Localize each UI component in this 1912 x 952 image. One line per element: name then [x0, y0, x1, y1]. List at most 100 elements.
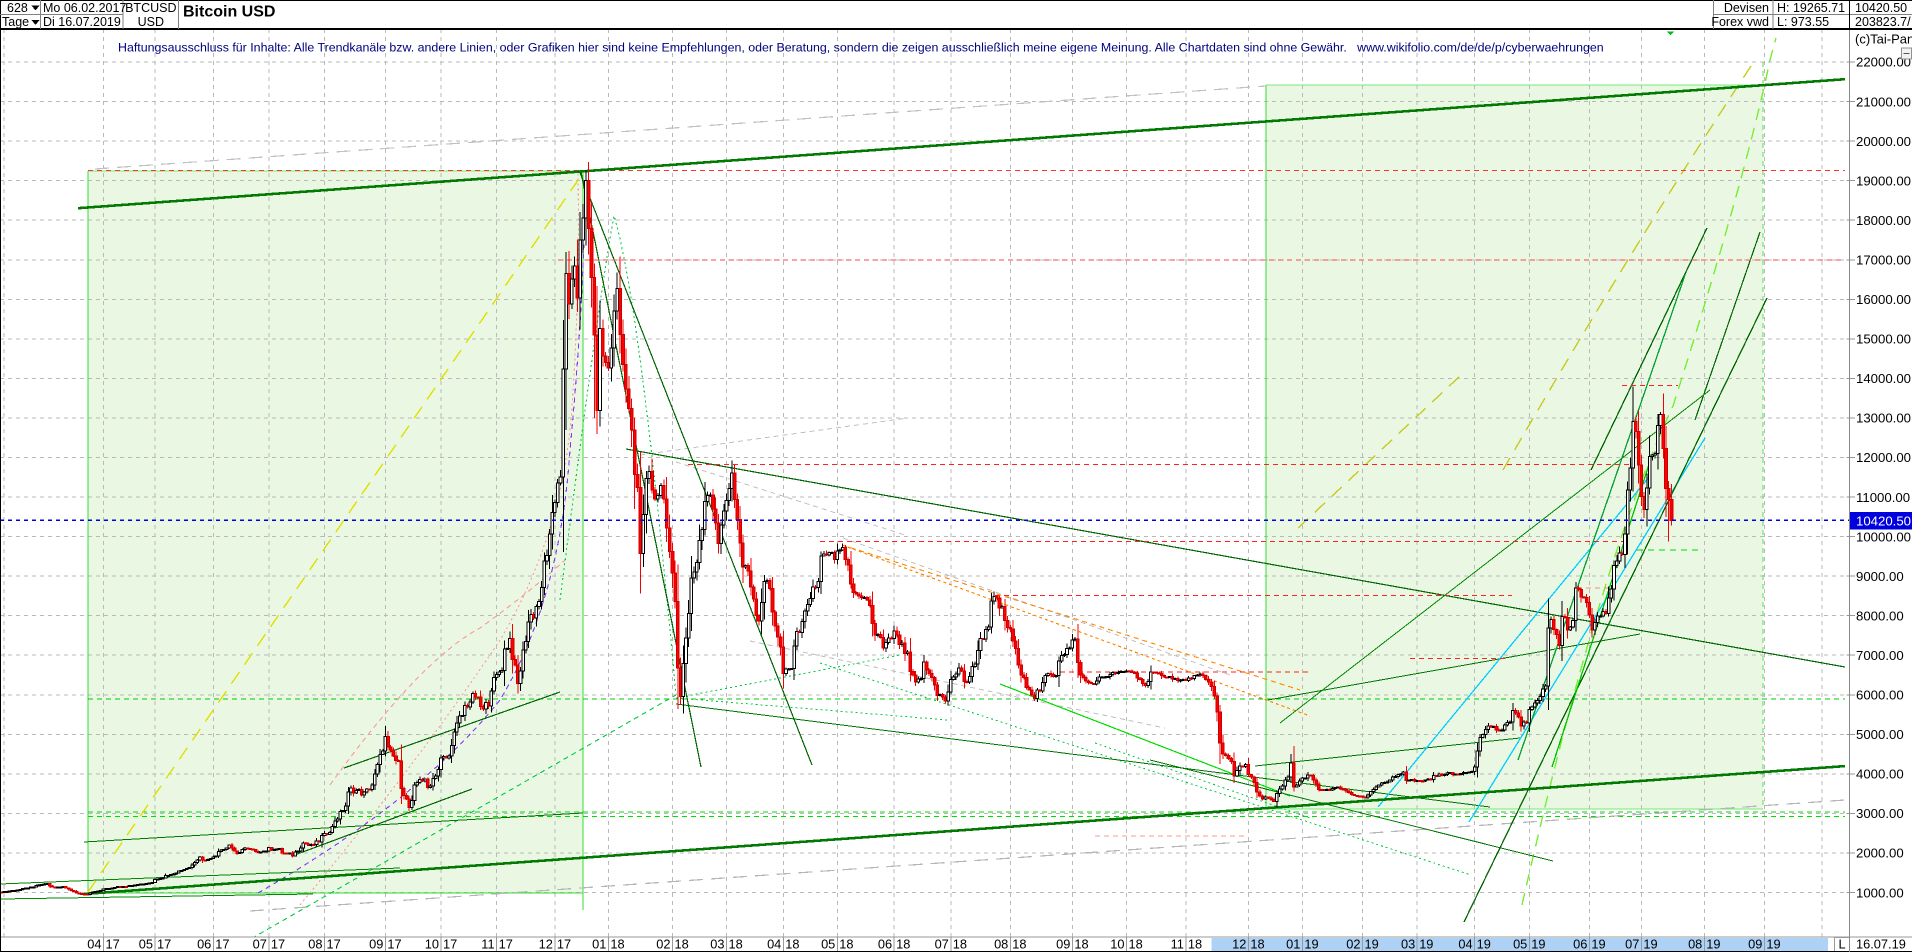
svg-text:08: 08 — [994, 937, 1008, 952]
svg-text:13000.00: 13000.00 — [1856, 411, 1911, 426]
svg-text:04: 04 — [1458, 937, 1472, 952]
svg-text:9000.00: 9000.00 — [1856, 569, 1904, 584]
svg-text:01: 01 — [1286, 937, 1300, 952]
svg-text:Di 16.07.2019: Di 16.07.2019 — [43, 15, 121, 29]
svg-text:17: 17 — [557, 937, 571, 952]
svg-text:Haftungsausschluss für Inhalte: Haftungsausschluss für Inhalte: Alle Tre… — [118, 41, 1604, 55]
svg-text:11000.00: 11000.00 — [1856, 490, 1910, 505]
svg-text:07: 07 — [1625, 937, 1639, 952]
svg-text:09: 09 — [1748, 937, 1762, 952]
svg-text:06: 06 — [1573, 937, 1587, 952]
svg-text:03: 03 — [710, 937, 724, 952]
svg-text:16000.00: 16000.00 — [1856, 292, 1911, 307]
svg-text:19: 19 — [1477, 937, 1491, 952]
svg-text:19: 19 — [1706, 937, 1720, 952]
svg-text:04: 04 — [87, 937, 101, 952]
svg-text:04: 04 — [767, 937, 781, 952]
svg-text:6000.00: 6000.00 — [1856, 688, 1904, 703]
svg-text:12000.00: 12000.00 — [1856, 450, 1911, 465]
svg-text:19: 19 — [1419, 937, 1433, 952]
svg-text:10: 10 — [1110, 937, 1124, 952]
svg-text:22000.00: 22000.00 — [1856, 55, 1911, 70]
svg-text:2000.00: 2000.00 — [1856, 846, 1904, 861]
svg-text:3000.00: 3000.00 — [1856, 806, 1904, 821]
svg-text:203823.7/: 203823.7/ — [1855, 15, 1911, 29]
svg-text:18: 18 — [896, 937, 910, 952]
svg-text:4000.00: 4000.00 — [1856, 767, 1904, 782]
svg-text:USD: USD — [138, 15, 164, 29]
svg-text:628: 628 — [7, 1, 28, 15]
svg-text:10000.00: 10000.00 — [1856, 529, 1911, 544]
svg-text:18: 18 — [1250, 937, 1264, 952]
svg-text:17: 17 — [106, 937, 120, 952]
svg-text:10420.50: 10420.50 — [1855, 1, 1907, 15]
svg-text:18000.00: 18000.00 — [1856, 213, 1911, 228]
svg-text:19: 19 — [1766, 937, 1780, 952]
svg-text:18: 18 — [675, 937, 689, 952]
svg-text:09: 09 — [1056, 937, 1070, 952]
svg-text:17: 17 — [327, 937, 341, 952]
svg-text:16.07.19: 16.07.19 — [1856, 937, 1906, 952]
svg-text:12: 12 — [539, 937, 553, 952]
svg-text:5000.00: 5000.00 — [1856, 727, 1904, 742]
svg-text:19: 19 — [1643, 937, 1657, 952]
svg-text:17: 17 — [215, 937, 229, 952]
svg-text:18: 18 — [1012, 937, 1026, 952]
svg-text:08: 08 — [1688, 937, 1702, 952]
svg-text:10420.50: 10420.50 — [1856, 513, 1911, 528]
svg-text:01: 01 — [592, 937, 606, 952]
svg-text:03: 03 — [1401, 937, 1415, 952]
svg-text:12: 12 — [1232, 937, 1246, 952]
svg-text:10: 10 — [425, 937, 439, 952]
svg-text:08: 08 — [308, 937, 322, 952]
svg-text:06: 06 — [878, 937, 892, 952]
svg-text:06: 06 — [197, 937, 211, 952]
svg-text:18: 18 — [1129, 937, 1143, 952]
svg-text:17: 17 — [157, 937, 171, 952]
svg-text:11: 11 — [481, 937, 494, 952]
svg-text:18: 18 — [1074, 937, 1088, 952]
svg-text:11: 11 — [1171, 937, 1184, 952]
svg-text:H: 19265.71: H: 19265.71 — [1777, 1, 1845, 15]
svg-text:14000.00: 14000.00 — [1856, 371, 1911, 386]
svg-text:7000.00: 7000.00 — [1856, 648, 1904, 663]
svg-text:19: 19 — [1365, 937, 1379, 952]
svg-text:Tage: Tage — [2, 15, 29, 29]
svg-text:Bitcoin USD: Bitcoin USD — [183, 4, 275, 21]
svg-text:(c)Tai-Pan: (c)Tai-Pan — [1855, 32, 1912, 47]
svg-text:Devisen: Devisen — [1724, 1, 1769, 15]
svg-text:L: 973.55: L: 973.55 — [1777, 15, 1829, 29]
svg-text:17: 17 — [387, 937, 401, 952]
svg-text:Forex vwd: Forex vwd — [1711, 15, 1769, 29]
svg-text:18: 18 — [953, 937, 967, 952]
svg-text:L: L — [1839, 937, 1846, 952]
svg-text:07: 07 — [253, 937, 267, 952]
svg-text:20000.00: 20000.00 — [1856, 134, 1911, 149]
svg-text:05: 05 — [139, 937, 153, 952]
svg-text:1000.00: 1000.00 — [1856, 885, 1904, 900]
svg-text:17: 17 — [499, 937, 513, 952]
svg-text:18: 18 — [785, 937, 799, 952]
svg-text:05: 05 — [821, 937, 835, 952]
svg-text:18: 18 — [610, 937, 624, 952]
svg-text:19: 19 — [1531, 937, 1545, 952]
svg-text:BTCUSD: BTCUSD — [125, 1, 176, 15]
svg-text:19: 19 — [1591, 937, 1605, 952]
svg-text:02: 02 — [656, 937, 670, 952]
svg-text:17: 17 — [443, 937, 457, 952]
svg-text:18: 18 — [839, 937, 853, 952]
svg-text:15000.00: 15000.00 — [1856, 332, 1911, 347]
svg-text:19: 19 — [1304, 937, 1318, 952]
svg-text:17000.00: 17000.00 — [1856, 252, 1911, 267]
svg-text:19000.00: 19000.00 — [1856, 173, 1911, 188]
svg-text:18: 18 — [729, 937, 743, 952]
svg-text:8000.00: 8000.00 — [1856, 608, 1904, 623]
svg-text:02: 02 — [1346, 937, 1360, 952]
svg-text:05: 05 — [1513, 937, 1527, 952]
svg-text:07: 07 — [935, 937, 949, 952]
svg-text:Mo 06.02.2017: Mo 06.02.2017 — [43, 1, 126, 15]
svg-text:09: 09 — [369, 937, 383, 952]
svg-text:17: 17 — [271, 937, 285, 952]
svg-text:18: 18 — [1188, 937, 1202, 952]
svg-text:21000.00: 21000.00 — [1856, 94, 1911, 109]
